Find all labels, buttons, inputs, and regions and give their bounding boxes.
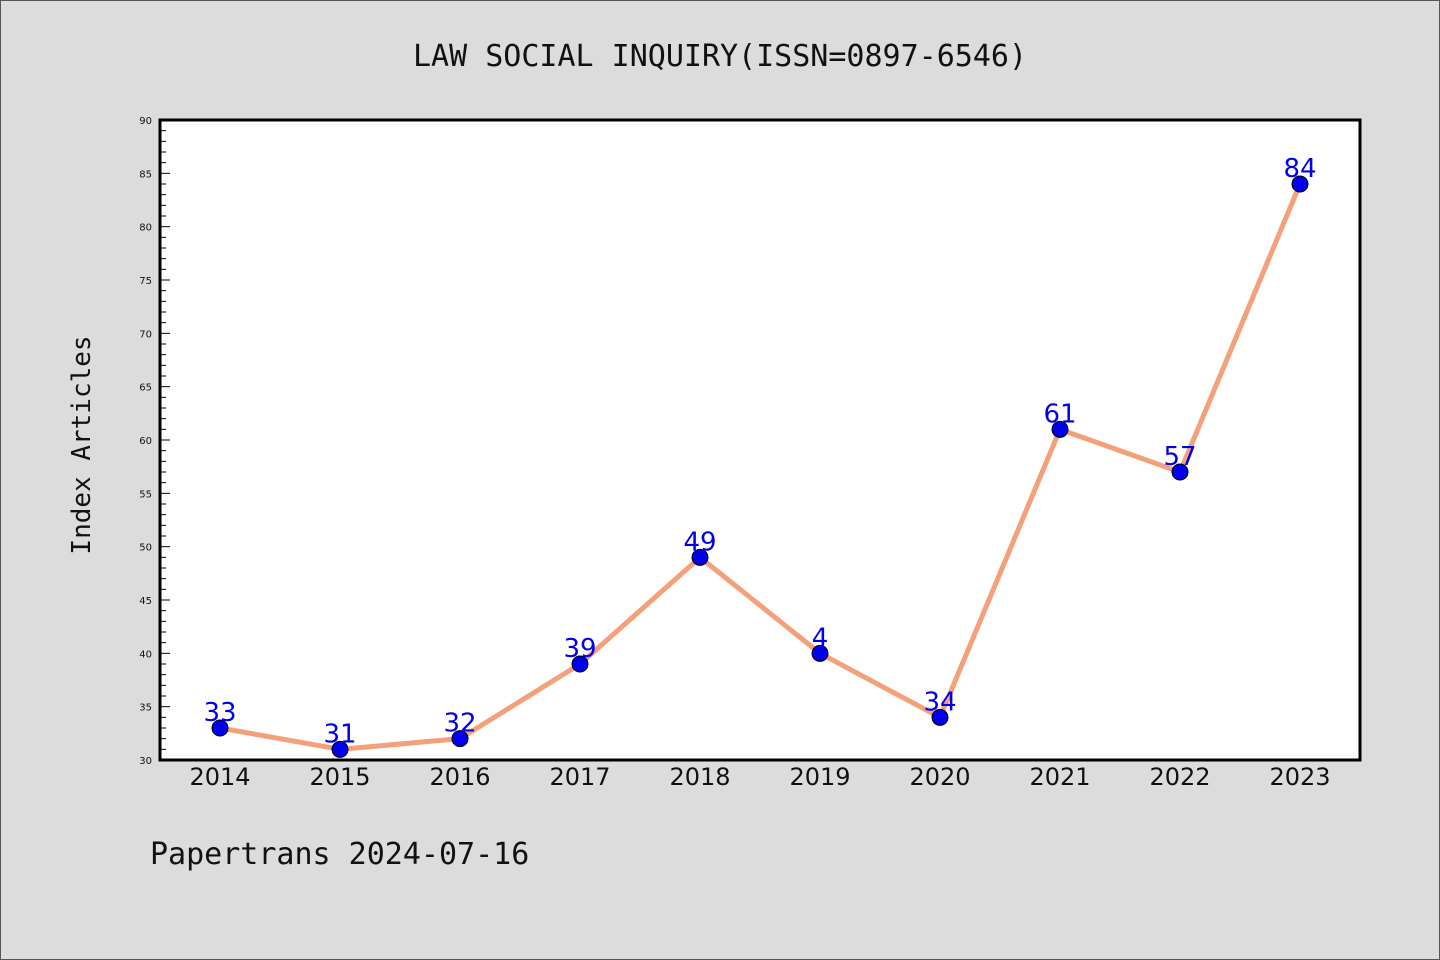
data-label: 49 bbox=[683, 527, 716, 557]
data-label: 32 bbox=[443, 709, 476, 739]
x-tick-label: 2020 bbox=[909, 763, 970, 791]
y-tick-label: 80 bbox=[139, 223, 152, 234]
y-tick-label: 60 bbox=[139, 436, 152, 447]
data-point bbox=[571, 655, 589, 673]
data-point bbox=[811, 644, 829, 662]
data-label: 39 bbox=[563, 634, 596, 664]
y-tick-label: 30 bbox=[139, 756, 152, 767]
x-tick-label: 2018 bbox=[669, 763, 730, 791]
y-tick-label: 65 bbox=[139, 383, 152, 394]
y-axis-label: Index Articles bbox=[67, 335, 97, 554]
x-tick-label: 2019 bbox=[789, 763, 850, 791]
x-tick-label: 2014 bbox=[189, 763, 250, 791]
data-label: 4 bbox=[812, 623, 829, 653]
y-tick-label: 70 bbox=[139, 329, 152, 340]
y-tick-label: 45 bbox=[139, 596, 152, 607]
data-point bbox=[1051, 420, 1069, 438]
plot-border bbox=[158, 118, 1362, 762]
data-label: 34 bbox=[923, 687, 956, 717]
plot-area bbox=[160, 120, 1360, 760]
y-tick-label: 50 bbox=[139, 543, 152, 554]
y-tick-label: 55 bbox=[139, 489, 152, 500]
data-point bbox=[211, 719, 229, 737]
axes: 30 35 40 45 50 55 60 65 70 75 80 85 90 2014 2015 2016 20… bbox=[139, 116, 1330, 791]
data-point bbox=[1171, 463, 1189, 481]
x-tick-label: 2021 bbox=[1029, 763, 1090, 791]
data-point bbox=[451, 730, 469, 748]
x-tick-label: 2023 bbox=[1269, 763, 1330, 791]
y-tick-label: 90 bbox=[139, 116, 152, 127]
footer-text: Papertrans 2024-07-16 bbox=[150, 837, 529, 872]
x-tick-label: 2016 bbox=[429, 763, 490, 791]
chart-title: LAW SOCIAL INQUIRY(ISSN=0897-6546) bbox=[413, 39, 1027, 74]
x-tick-label: 2022 bbox=[1149, 763, 1210, 791]
data-label: 61 bbox=[1043, 399, 1076, 429]
x-tick-label: 2017 bbox=[549, 763, 610, 791]
data-point bbox=[1291, 175, 1309, 193]
series: 33 31 32 39 49 4 34 61 57 84 bbox=[203, 154, 1317, 758]
data-point bbox=[331, 740, 349, 758]
x-tick-label: 2015 bbox=[309, 763, 370, 791]
data-label: 31 bbox=[323, 719, 356, 749]
data-label: 84 bbox=[1283, 154, 1316, 184]
y-tick-label: 75 bbox=[139, 276, 152, 287]
y-tick-label: 35 bbox=[139, 703, 152, 714]
y-tick-label: 85 bbox=[139, 169, 152, 180]
data-label: 57 bbox=[1163, 442, 1196, 472]
data-point bbox=[931, 708, 949, 726]
data-point bbox=[691, 548, 709, 566]
data-label: 33 bbox=[203, 698, 236, 728]
series-line bbox=[217, 181, 1303, 752]
y-tick-label: 40 bbox=[139, 649, 152, 660]
